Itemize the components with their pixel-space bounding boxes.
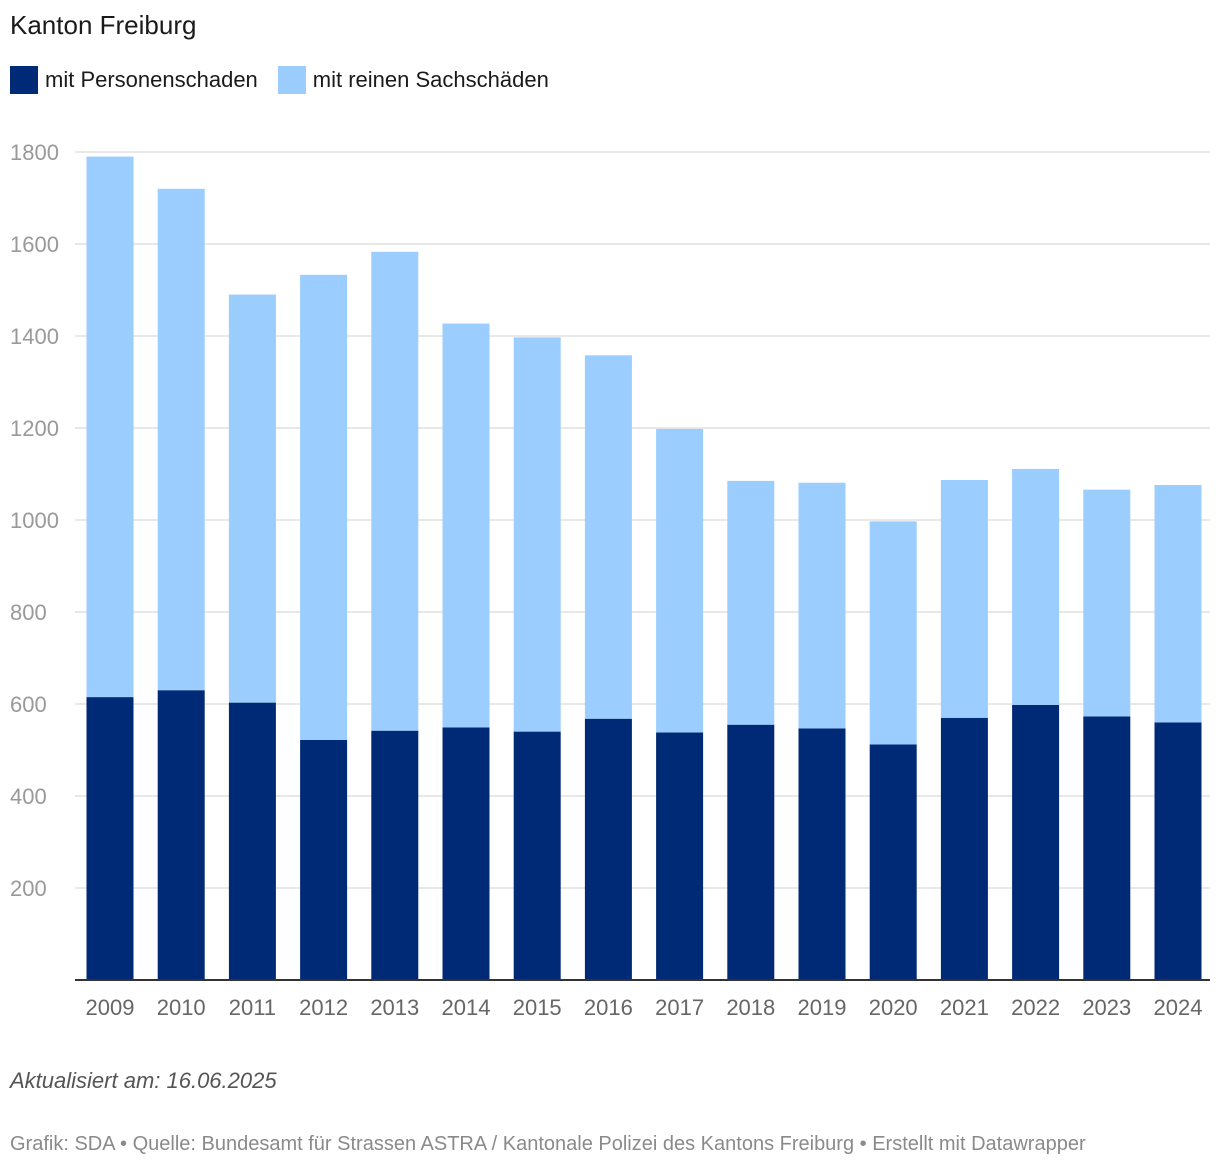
legend-swatch-sachschaeden — [277, 66, 306, 94]
bar-sachschaeden-2014 — [442, 323, 490, 728]
y-tick-label-1000: 1000 — [10, 508, 59, 533]
legend-label-personenschaden: mit Personenschaden — [45, 67, 258, 92]
bar-sachschaeden-2015 — [513, 337, 561, 732]
bar-personenschaden-2020 — [869, 744, 917, 980]
x-tick-label-2011: 2011 — [229, 995, 276, 1020]
bar-personenschaden-2015 — [513, 731, 561, 980]
x-tick-label-2010: 2010 — [157, 995, 206, 1020]
bar-sachschaeden-2010 — [157, 188, 205, 691]
source-footer: Grafik: SDA • Quelle: Bundesamt für Stra… — [10, 1133, 1086, 1155]
y-tick-label-800: 800 — [10, 600, 47, 625]
x-tick-label-2022: 2022 — [1011, 995, 1060, 1020]
y-tick-label-600: 600 — [10, 692, 47, 717]
bar-sachschaeden-2019 — [798, 482, 846, 729]
y-tick-label-1800: 1800 — [10, 140, 59, 165]
bar-sachschaeden-2016 — [584, 355, 632, 719]
y-tick-label-200: 200 — [10, 876, 47, 901]
x-tick-label-2013: 2013 — [370, 995, 419, 1020]
legend: mit Personenschaden mit reinen Sachschäd… — [10, 66, 569, 94]
legend-label-sachschaeden: mit reinen Sachschäden — [312, 67, 549, 92]
bar-personenschaden-2009 — [86, 697, 134, 980]
bar-sachschaeden-2021 — [940, 479, 988, 718]
legend-item-sachschaeden: mit reinen Sachschäden — [277, 66, 549, 94]
x-tick-label-2020: 2020 — [869, 995, 918, 1020]
bar-sachschaeden-2009 — [86, 156, 134, 698]
bar-sachschaeden-2020 — [869, 521, 917, 745]
bar-sachschaeden-2022 — [1012, 468, 1060, 705]
bar-sachschaeden-2012 — [300, 274, 348, 740]
x-tick-label-2017: 2017 — [655, 995, 704, 1020]
bar-personenschaden-2022 — [1012, 704, 1060, 980]
x-tick-label-2023: 2023 — [1082, 995, 1131, 1020]
x-tick-label-2024: 2024 — [1154, 995, 1203, 1020]
bar-personenschaden-2019 — [798, 728, 846, 980]
bar-personenschaden-2017 — [656, 732, 704, 980]
bar-sachschaeden-2024 — [1154, 485, 1202, 723]
x-tick-label-2014: 2014 — [442, 995, 491, 1020]
chart-title: Kanton Freiburg — [10, 10, 197, 40]
update-note: Aktualisiert am: 16.06.2025 — [10, 1068, 277, 1093]
bar-sachschaeden-2023 — [1083, 489, 1131, 717]
x-tick-label-2009: 2009 — [86, 995, 135, 1020]
x-tick-label-2016: 2016 — [584, 995, 633, 1020]
y-tick-label-400: 400 — [10, 784, 47, 809]
x-tick-label-2015: 2015 — [513, 995, 562, 1020]
bar-personenschaden-2011 — [228, 702, 276, 980]
legend-swatch-personenschaden — [10, 66, 38, 94]
bar-sachschaeden-2013 — [371, 251, 419, 731]
x-tick-label-2019: 2019 — [798, 995, 847, 1020]
x-tick-label-2012: 2012 — [299, 995, 348, 1020]
bar-personenschaden-2016 — [584, 718, 632, 980]
bar-personenschaden-2018 — [727, 724, 775, 980]
x-tick-label-2021: 2021 — [940, 995, 989, 1020]
bar-personenschaden-2010 — [157, 690, 205, 980]
bar-personenschaden-2023 — [1083, 716, 1131, 980]
y-tick-label-1600: 1600 — [10, 232, 59, 257]
bar-personenschaden-2024 — [1154, 722, 1202, 980]
bar-sachschaeden-2018 — [727, 480, 775, 725]
bar-personenschaden-2014 — [442, 727, 490, 980]
legend-item-personenschaden: mit Personenschaden — [10, 66, 258, 94]
bar-sachschaeden-2017 — [656, 428, 704, 733]
y-tick-label-1200: 1200 — [10, 416, 59, 441]
bar-personenschaden-2012 — [300, 739, 348, 980]
stacked-bar-chart: 200 400 600 800 1000 1200 1400 1600 1800 2009 2010… — [10, 140, 1210, 1020]
bar-personenschaden-2021 — [940, 717, 988, 980]
y-tick-label-1400: 1400 — [10, 324, 59, 349]
x-tick-label-2018: 2018 — [726, 995, 775, 1020]
bar-personenschaden-2013 — [371, 730, 419, 980]
bar-sachschaeden-2011 — [228, 294, 276, 703]
